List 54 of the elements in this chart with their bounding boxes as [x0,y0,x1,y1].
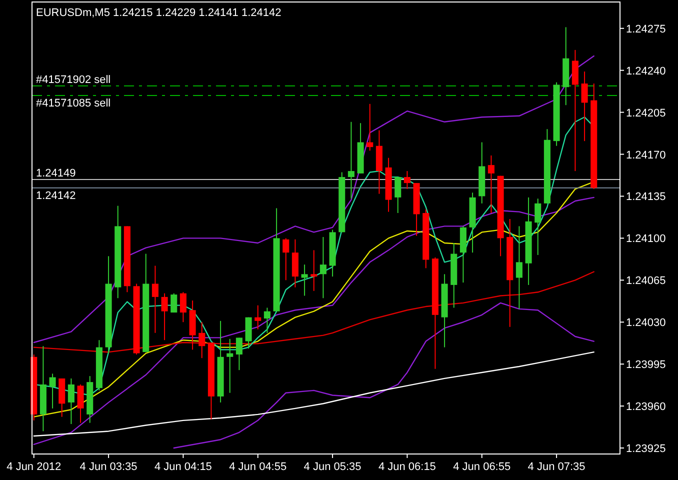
candlestick [301,264,308,296]
candlestick [264,307,270,334]
candlestick [77,384,84,424]
candlestick [404,170,410,190]
x-tick-label: 4 Jun 05:35 [304,461,362,473]
ref-line-label: 1.24142 [36,190,76,202]
candlestick [282,238,290,281]
candlestick [49,373,56,409]
candlestick [366,103,374,152]
x-tick-label: 4 Jun 06:55 [453,461,511,473]
y-tick-label: 1.24065 [626,275,666,288]
ref-line-label: #41571902 sell [36,74,111,86]
line-series [33,55,594,344]
ref-line-label: #41571085 sell [36,98,111,110]
candlestick [236,337,242,371]
y-tick-label: 1.23960 [626,401,666,414]
candlestick [292,238,298,288]
candlestick [68,378,74,425]
y-tick-label: 1.24030 [626,317,666,330]
candlestick [320,236,326,299]
y-tick-label: 1.24275 [626,23,666,36]
candlestick [572,49,578,172]
y-tick-label: 1.23925 [626,443,666,456]
candlestick [254,304,262,330]
x-tick-label: 4 Jun 2012 [6,461,62,473]
candlestick [488,154,494,214]
y-tick-label: 1.24240 [626,65,666,78]
y-tick-label: 1.24170 [626,149,666,162]
candlestick [534,198,542,256]
candlestick [516,226,522,310]
y-tick-label: 1.23995 [626,359,666,372]
x-tick-label: 4 Jun 07:35 [528,461,586,473]
x-tick-label: 4 Jun 04:15 [154,461,212,473]
ref-line-label: 1.24149 [36,167,76,180]
candlestick [245,316,252,349]
y-tick-label: 1.24205 [626,107,666,120]
line-series [33,271,594,353]
x-tick-label: 4 Jun 03:35 [80,461,138,473]
y-tick-label: 1.24100 [626,233,666,246]
line-series [173,302,594,449]
candlestick [394,176,402,214]
candlestick [198,322,206,359]
candlestick [348,121,354,200]
y-tick-label: 1.24135 [626,191,666,204]
text: EURUSDm,M5 1.24215 1.24229 1.24141 1.24142 [36,7,282,19]
candlestick [152,265,158,334]
candlestick [581,71,588,142]
candlestick [310,250,318,292]
candlestick [161,292,168,341]
candlestick [170,292,178,314]
candlestick [180,292,186,323]
x-tick-label: 4 Jun 04:55 [229,461,287,473]
x-tick-label: 4 Jun 06:15 [378,461,436,473]
candlestick [226,338,234,394]
